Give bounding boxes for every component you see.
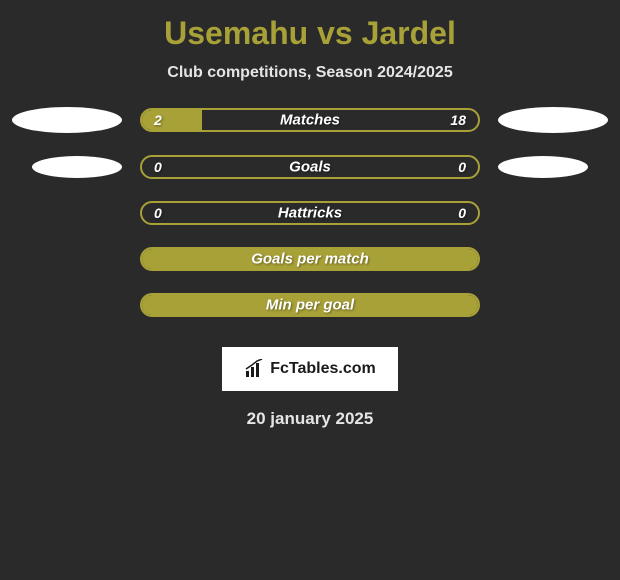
chart-icon xyxy=(244,359,264,379)
stat-bar-matches: 2 Matches 18 xyxy=(140,108,480,132)
stat-label: Hattricks xyxy=(278,205,342,222)
stat-label: Min per goal xyxy=(266,297,354,314)
player-badge-left xyxy=(12,107,122,133)
stat-bar-hattricks: 0 Hattricks 0 xyxy=(140,201,480,225)
stat-right-value: 0 xyxy=(446,159,478,175)
stat-left-value: 0 xyxy=(142,205,174,221)
comparison-widget: Usemahu vs Jardel Club competitions, Sea… xyxy=(0,0,620,439)
stat-bar-min-per-goal: Min per goal xyxy=(140,293,480,317)
stat-row-goals: 0 Goals 0 xyxy=(5,155,615,179)
branding-badge[interactable]: FcTables.com xyxy=(222,347,398,391)
snapshot-date: 20 january 2025 xyxy=(5,409,615,429)
stat-row-matches: 2 Matches 18 xyxy=(5,107,615,133)
stat-bar-goals-per-match: Goals per match xyxy=(140,247,480,271)
player-badge-left xyxy=(32,156,122,178)
stat-row-hattricks: 0 Hattricks 0 xyxy=(5,201,615,225)
branding-text: FcTables.com xyxy=(270,360,376,378)
stat-right-value: 0 xyxy=(446,205,478,221)
stat-row-goals-per-match: Goals per match xyxy=(5,247,615,271)
stat-left-value: 0 xyxy=(142,159,174,175)
stat-label: Goals per match xyxy=(251,251,369,268)
stat-label: Matches xyxy=(280,112,340,129)
page-title: Usemahu vs Jardel xyxy=(5,15,615,52)
season-subtitle: Club competitions, Season 2024/2025 xyxy=(5,64,615,82)
stat-bar-goals: 0 Goals 0 xyxy=(140,155,480,179)
stat-label: Goals xyxy=(289,159,331,176)
player-badge-right xyxy=(498,156,588,178)
stat-row-min-per-goal: Min per goal xyxy=(5,293,615,317)
stat-left-value: 2 xyxy=(142,112,174,128)
player-badge-right xyxy=(498,107,608,133)
stat-right-value: 18 xyxy=(438,112,478,128)
